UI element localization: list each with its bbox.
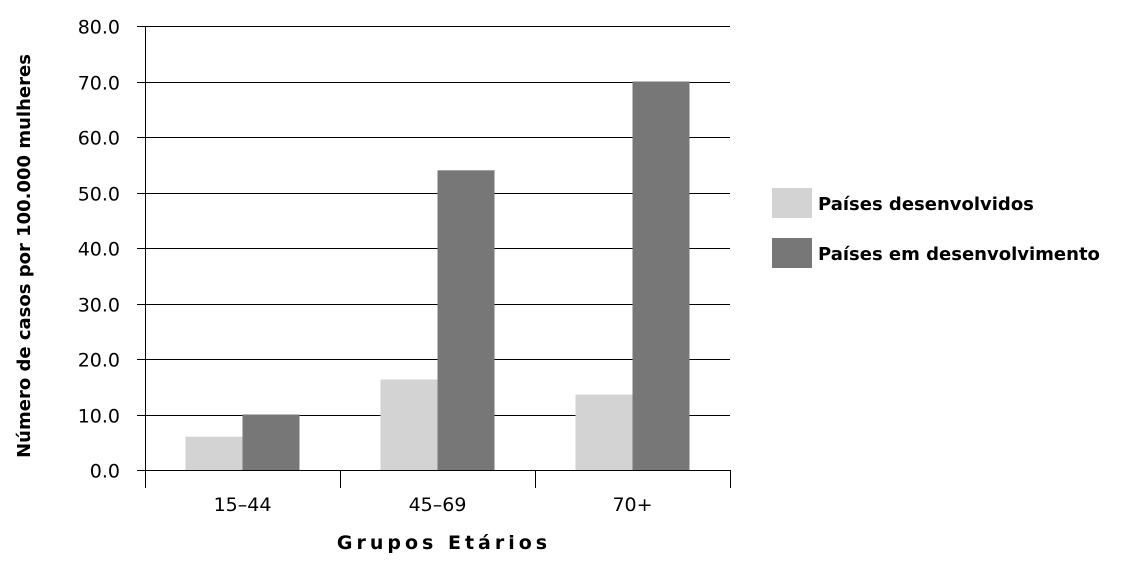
bar-em-desenvolvimento — [437, 170, 495, 471]
bar-desenvolvidos — [185, 436, 243, 470]
y-tick-label: 40.0 — [78, 239, 120, 261]
legend-swatch — [772, 188, 812, 218]
x-axis-title: Grupos Etários — [337, 532, 551, 554]
legend-swatch — [772, 238, 812, 268]
y-tick-label: 0.0 — [90, 461, 120, 483]
y-tick-label: 10.0 — [78, 406, 120, 428]
bar-desenvolvidos — [575, 394, 633, 470]
y-tick-label: 50.0 — [78, 184, 120, 206]
bars — [185, 81, 690, 471]
x-category-label: 70+ — [612, 494, 652, 516]
x-category-label: 45–69 — [409, 494, 467, 516]
y-tick-label: 20.0 — [78, 350, 120, 372]
legend: Países desenvolvidos Países em desenvolvi… — [772, 188, 1100, 268]
bar-em-desenvolvimento — [242, 414, 300, 470]
x-category-label: 15–44 — [214, 494, 272, 516]
bar-desenvolvidos — [380, 379, 438, 470]
bar-em-desenvolvimento — [632, 81, 690, 470]
y-tick-labels: 0.0 10.0 20.0 30.0 40.0 50.0 60.0 70.0 80.0 — [78, 17, 120, 483]
x-category-labels: 15–44 45–69 70+ — [214, 494, 653, 516]
y-tick-label: 30.0 — [78, 295, 120, 317]
y-tick-label: 80.0 — [78, 17, 120, 39]
y-tick-label: 60.0 — [78, 128, 120, 150]
y-axis-title: Número de casos por 100.000 mulheres — [14, 54, 35, 458]
legend-label: Países desenvolvidos — [818, 194, 1034, 215]
axes — [137, 26, 731, 488]
y-tick-label: 70.0 — [78, 73, 120, 95]
legend-label: Países em desenvolvimento — [818, 244, 1100, 265]
